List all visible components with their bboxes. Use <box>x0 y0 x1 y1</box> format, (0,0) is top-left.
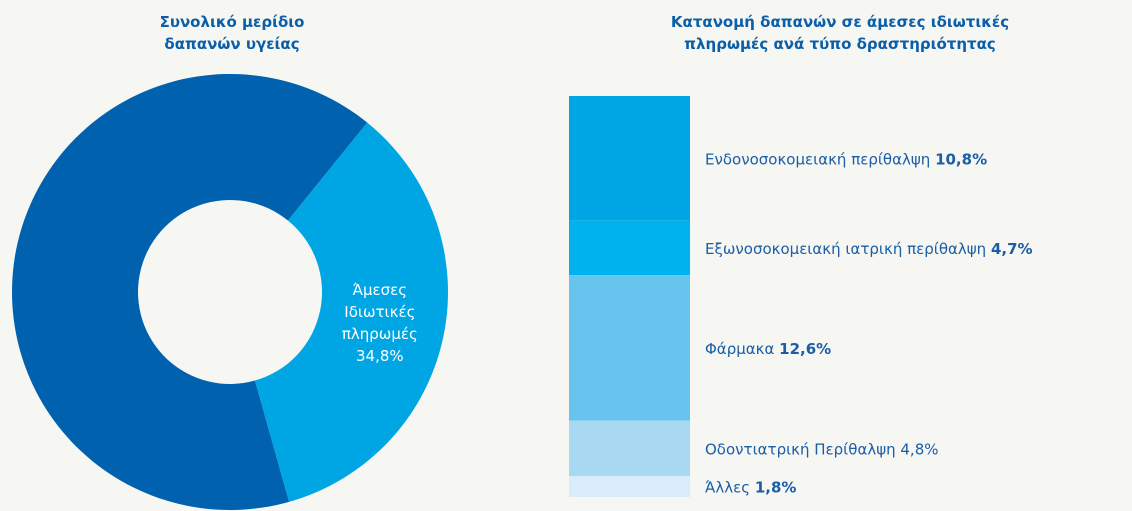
segment-value: 4,7% <box>991 239 1033 257</box>
segment-value: 4,8% <box>900 440 938 458</box>
segment-label: Εξωνοσοκομειακή ιατρική περίθαλψη 4,7% <box>705 239 1033 257</box>
segment-name: Ενδονοσοκομειακή περίθαλψη <box>705 150 930 168</box>
segment-name: Άλλες <box>705 478 750 496</box>
segment-name: Φάρμακα <box>705 339 774 357</box>
segment-label: Οδοντιατρική Περίθαλψη 4,8% <box>705 440 939 458</box>
bar-segment <box>569 220 690 276</box>
bar-segment <box>569 96 690 221</box>
slice-name: Άμεσες Ιδιωτικές πληρωμές <box>341 280 418 343</box>
bar-segment <box>569 420 690 477</box>
segment-label: Άλλες 1,8% <box>705 478 796 496</box>
bar-segment <box>569 275 690 421</box>
segment-name: Οδοντιατρική Περίθαλψη <box>705 440 896 458</box>
chart-title: Συνολικό μερίδιο δαπανών υγείας <box>159 13 305 53</box>
chart-title: Κατανομή δαπανών σε άμεσες ιδιωτικές πλη… <box>670 13 1010 53</box>
segment-value: 12,6% <box>779 339 831 357</box>
bar-segment <box>569 476 690 497</box>
donut-slice <box>11 73 368 511</box>
segment-value: 10,8% <box>935 150 987 168</box>
segment-label: Φάρμακα 12,6% <box>705 339 831 357</box>
segment-label: Ενδονοσοκομειακή περίθαλψη 10,8% <box>705 150 987 168</box>
donut-slice <box>254 122 448 502</box>
segment-value: 1,8% <box>755 478 797 496</box>
segment-name: Εξωνοσοκομειακή ιατρική περίθαλψη <box>705 239 986 257</box>
slice-value: 34,8% <box>356 346 404 365</box>
slice-label: Άμεσες Ιδιωτικές πληρωμές 34,8% <box>330 279 430 367</box>
